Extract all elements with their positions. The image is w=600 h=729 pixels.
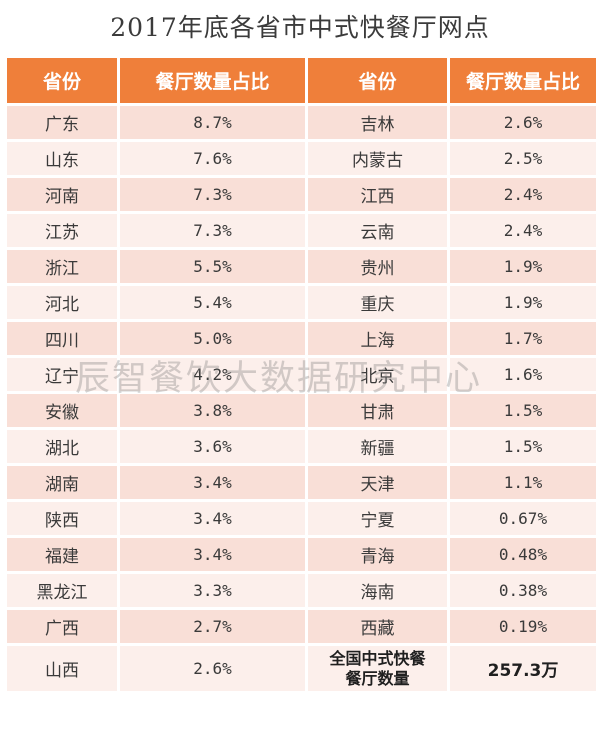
province-cell: 青海 bbox=[308, 538, 450, 571]
table-row: 浙江 5.5% 贵州 1.9% bbox=[7, 250, 596, 283]
share-cell: 5.0% bbox=[120, 322, 308, 355]
share-cell: 1.5% bbox=[450, 430, 596, 463]
province-cell: 湖北 bbox=[7, 430, 120, 463]
province-cell: 安徽 bbox=[7, 394, 120, 427]
national-total-value: 257.3万 bbox=[450, 646, 596, 691]
province-cell: 云南 bbox=[308, 214, 450, 247]
province-cell: 四川 bbox=[7, 322, 120, 355]
province-cell: 内蒙古 bbox=[308, 142, 450, 175]
province-cell: 贵州 bbox=[308, 250, 450, 283]
table-row: 河北 5.4% 重庆 1.9% bbox=[7, 286, 596, 319]
table-row: 辽宁 4.2% 北京 1.6% bbox=[7, 358, 596, 391]
share-cell: 2.6% bbox=[120, 646, 308, 691]
share-cell: 3.8% bbox=[120, 394, 308, 427]
table-row: 湖南 3.4% 天津 1.1% bbox=[7, 466, 596, 499]
province-cell: 辽宁 bbox=[7, 358, 120, 391]
province-cell: 海南 bbox=[308, 574, 450, 607]
share-cell: 2.4% bbox=[450, 178, 596, 211]
province-cell: 广东 bbox=[7, 106, 120, 139]
share-cell: 1.9% bbox=[450, 286, 596, 319]
table-row: 山东 7.6% 内蒙古 2.5% bbox=[7, 142, 596, 175]
share-cell: 0.48% bbox=[450, 538, 596, 571]
table-row: 安徽 3.8% 甘肃 1.5% bbox=[7, 394, 596, 427]
header-province-2: 省份 bbox=[308, 58, 450, 103]
province-cell: 河南 bbox=[7, 178, 120, 211]
province-cell: 湖南 bbox=[7, 466, 120, 499]
table-row: 广东 8.7% 吉林 2.6% bbox=[7, 106, 596, 139]
share-cell: 1.6% bbox=[450, 358, 596, 391]
share-cell: 1.7% bbox=[450, 322, 596, 355]
province-cell: 江苏 bbox=[7, 214, 120, 247]
share-cell: 5.5% bbox=[120, 250, 308, 283]
share-cell: 3.4% bbox=[120, 538, 308, 571]
province-cell: 福建 bbox=[7, 538, 120, 571]
header-province-1: 省份 bbox=[7, 58, 120, 103]
province-cell: 西藏 bbox=[308, 610, 450, 643]
province-cell: 广西 bbox=[7, 610, 120, 643]
share-cell: 8.7% bbox=[120, 106, 308, 139]
share-cell: 0.67% bbox=[450, 502, 596, 535]
province-cell: 北京 bbox=[308, 358, 450, 391]
province-cell: 吉林 bbox=[308, 106, 450, 139]
table-row: 四川 5.0% 上海 1.7% bbox=[7, 322, 596, 355]
share-cell: 3.4% bbox=[120, 466, 308, 499]
province-cell: 重庆 bbox=[308, 286, 450, 319]
share-cell: 3.6% bbox=[120, 430, 308, 463]
share-cell: 1.9% bbox=[450, 250, 596, 283]
province-cell: 甘肃 bbox=[308, 394, 450, 427]
header-share-1: 餐厅数量占比 bbox=[120, 58, 308, 103]
province-cell: 浙江 bbox=[7, 250, 120, 283]
share-cell: 7.3% bbox=[120, 178, 308, 211]
share-cell: 0.19% bbox=[450, 610, 596, 643]
province-cell: 江西 bbox=[308, 178, 450, 211]
province-cell: 上海 bbox=[308, 322, 450, 355]
share-cell: 5.4% bbox=[120, 286, 308, 319]
national-total-label-line2: 餐厅数量 bbox=[345, 668, 410, 688]
share-cell: 2.4% bbox=[450, 214, 596, 247]
table-row: 福建 3.4% 青海 0.48% bbox=[7, 538, 596, 571]
table-row: 陕西 3.4% 宁夏 0.67% bbox=[7, 502, 596, 535]
share-cell: 2.6% bbox=[450, 106, 596, 139]
province-cell: 山东 bbox=[7, 142, 120, 175]
share-cell: 3.4% bbox=[120, 502, 308, 535]
national-total-label: 全国中式快餐 餐厅数量 bbox=[308, 646, 450, 691]
province-cell: 宁夏 bbox=[308, 502, 450, 535]
share-cell: 1.5% bbox=[450, 394, 596, 427]
share-cell: 4.2% bbox=[120, 358, 308, 391]
share-cell: 2.5% bbox=[450, 142, 596, 175]
page-title: 2017年底各省市中式快餐厅网点 bbox=[110, 13, 490, 42]
share-cell: 0.38% bbox=[450, 574, 596, 607]
share-cell: 1.1% bbox=[450, 466, 596, 499]
province-cell: 山西 bbox=[7, 646, 120, 691]
table-row: 广西 2.7% 西藏 0.19% bbox=[7, 610, 596, 643]
share-cell: 7.3% bbox=[120, 214, 308, 247]
table-row: 湖北 3.6% 新疆 1.5% bbox=[7, 430, 596, 463]
share-table: 省份 餐厅数量占比 省份 餐厅数量占比 广东 8.7% 吉林 2.6% 山东 7… bbox=[7, 55, 596, 694]
table-row: 黑龙江 3.3% 海南 0.38% bbox=[7, 574, 596, 607]
table-row: 山西 2.6% 全国中式快餐 餐厅数量 257.3万 bbox=[7, 646, 596, 691]
province-cell: 新疆 bbox=[308, 430, 450, 463]
share-cell: 7.6% bbox=[120, 142, 308, 175]
table-row: 河南 7.3% 江西 2.4% bbox=[7, 178, 596, 211]
table-header-row: 省份 餐厅数量占比 省份 餐厅数量占比 bbox=[7, 58, 596, 103]
province-cell: 黑龙江 bbox=[7, 574, 120, 607]
province-cell: 河北 bbox=[7, 286, 120, 319]
share-cell: 3.3% bbox=[120, 574, 308, 607]
share-cell: 2.7% bbox=[120, 610, 308, 643]
province-cell: 陕西 bbox=[7, 502, 120, 535]
province-cell: 天津 bbox=[308, 466, 450, 499]
national-total-label-line1: 全国中式快餐 bbox=[329, 648, 426, 668]
header-share-2: 餐厅数量占比 bbox=[450, 58, 596, 103]
table-row: 江苏 7.3% 云南 2.4% bbox=[7, 214, 596, 247]
